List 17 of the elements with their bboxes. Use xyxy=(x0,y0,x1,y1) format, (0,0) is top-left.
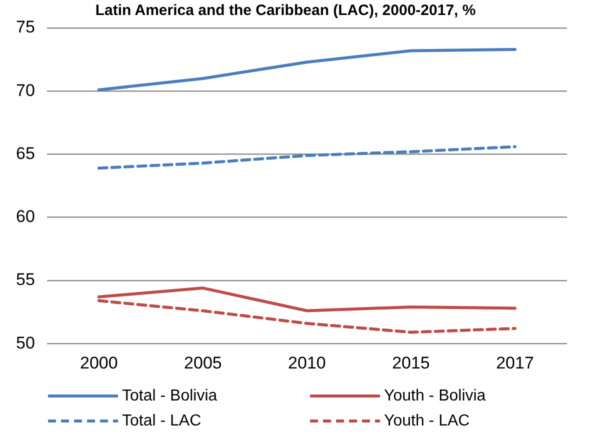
legend-label: Youth - LAC xyxy=(384,412,470,430)
chart-title: Latin America and the Caribbean (LAC), 2000-2017, % xyxy=(95,2,476,20)
x-tick-label: 2010 xyxy=(288,353,326,372)
legend-label: Total - LAC xyxy=(122,412,202,430)
y-tick-label: 60 xyxy=(16,207,35,226)
y-tick-label: 50 xyxy=(16,333,35,352)
y-tick-label: 70 xyxy=(16,80,35,100)
y-tick-label: 55 xyxy=(16,270,35,290)
y-tick-label: 75 xyxy=(16,18,35,37)
x-tick-label: 2005 xyxy=(184,353,222,372)
x-tick-label: 2017 xyxy=(496,353,534,372)
y-tick-label: 65 xyxy=(16,144,35,163)
legend-label: Youth - Bolivia xyxy=(384,387,486,404)
x-tick-label: 2000 xyxy=(80,353,118,372)
line-series xyxy=(97,145,516,170)
x-tick-label: 2015 xyxy=(392,353,430,372)
legend-label: Total - Bolivia xyxy=(122,387,218,404)
